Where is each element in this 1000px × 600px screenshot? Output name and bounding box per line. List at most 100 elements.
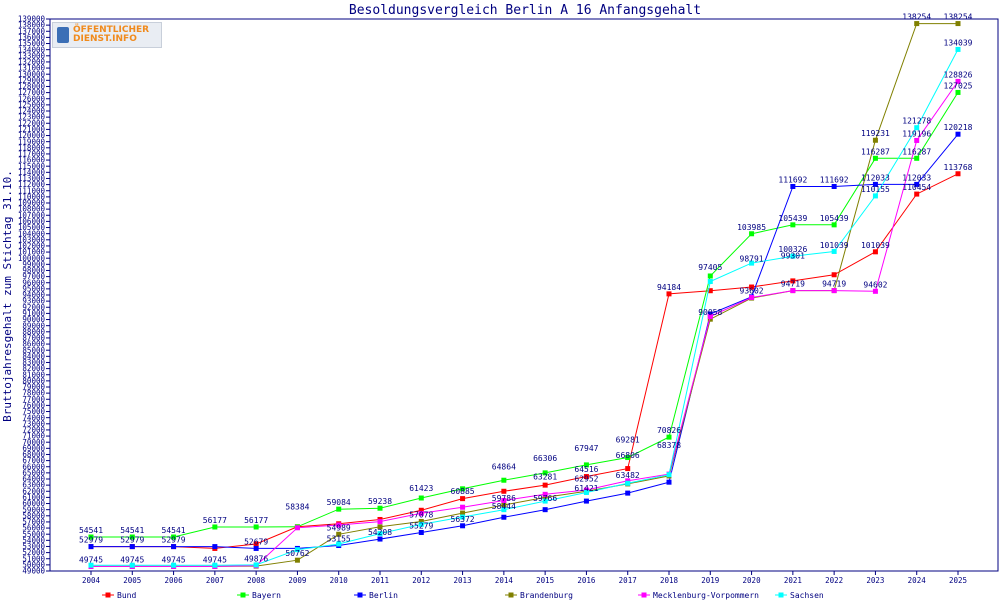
data-label: 127025 xyxy=(944,81,973,90)
data-point xyxy=(171,562,177,568)
data-label: 52979 xyxy=(79,536,103,545)
y-tick-label: 70000 xyxy=(22,438,45,447)
series-line xyxy=(91,173,959,549)
data-label: 105439 xyxy=(778,214,807,223)
x-tick-label: 2018 xyxy=(660,576,679,585)
data-label: 121278 xyxy=(902,117,931,126)
y-tick-label: 121000 xyxy=(18,125,46,134)
data-label: 61421 xyxy=(574,484,598,493)
y-axis-label: Bruttojahresgehalt zum Stichtag 31.10. xyxy=(1,170,14,422)
data-label: 93602 xyxy=(740,286,764,295)
data-point xyxy=(831,183,837,189)
data-label: 112033 xyxy=(902,173,931,182)
series-lines xyxy=(88,21,961,569)
y-tick-label: 125000 xyxy=(18,100,46,109)
data-label: 49745 xyxy=(203,555,227,564)
data-point xyxy=(790,183,796,189)
y-tick-label: 91000 xyxy=(22,309,45,318)
data-point xyxy=(377,505,383,511)
data-point xyxy=(707,288,713,294)
legend-swatch xyxy=(240,592,246,598)
data-point xyxy=(831,272,837,278)
y-tick-label: 106000 xyxy=(18,217,46,226)
data-label: 60885 xyxy=(451,487,475,496)
y-tick-label: 77000 xyxy=(22,395,45,404)
data-label: 59786 xyxy=(492,494,516,503)
data-point xyxy=(542,507,548,513)
data-point xyxy=(707,316,713,322)
y-tick-label: 94000 xyxy=(22,291,45,300)
data-point xyxy=(583,474,589,480)
legend-entry: Sachsen xyxy=(790,591,824,600)
data-point xyxy=(336,506,342,512)
logo-mark-icon xyxy=(57,27,69,43)
y-tick-label: 99000 xyxy=(22,260,45,269)
x-tick-label: 2007 xyxy=(206,576,224,585)
y-tick-label: 107000 xyxy=(18,211,46,220)
y-tick-label: 66000 xyxy=(22,462,45,471)
y-tick-label: 102000 xyxy=(18,242,46,251)
series-line xyxy=(91,133,959,549)
data-point xyxy=(212,524,218,530)
data-point xyxy=(914,181,920,187)
data-point xyxy=(914,125,920,131)
data-label: 138254 xyxy=(902,13,931,22)
data-point xyxy=(666,472,672,478)
series-line xyxy=(91,23,958,567)
data-label: 112033 xyxy=(861,173,890,182)
y-tick-label: 74000 xyxy=(22,413,45,422)
x-tick-label: 2021 xyxy=(784,576,802,585)
legend-entry: Bayern xyxy=(252,591,281,600)
x-tick-label: 2019 xyxy=(701,576,719,585)
data-point xyxy=(955,131,961,137)
data-label: 50762 xyxy=(285,549,309,558)
y-tick-label: 97000 xyxy=(22,272,45,281)
y-tick-label: 101000 xyxy=(18,248,46,257)
data-label: 101039 xyxy=(820,241,849,250)
data-point xyxy=(914,137,920,143)
data-point xyxy=(377,536,383,542)
y-tick-label: 52000 xyxy=(22,548,45,557)
data-label: 54208 xyxy=(368,528,392,537)
data-label: 66806 xyxy=(616,451,640,460)
data-label: 134039 xyxy=(944,38,973,47)
y-tick-label: 127000 xyxy=(18,88,46,97)
data-label: 105439 xyxy=(820,214,849,223)
data-point xyxy=(418,495,424,501)
data-point xyxy=(872,181,878,187)
data-point xyxy=(253,524,259,530)
data-label: 100326 xyxy=(778,245,807,254)
y-tick-label: 67000 xyxy=(22,456,45,465)
y-tick-label: 59000 xyxy=(22,505,45,514)
y-tick-label: 82000 xyxy=(22,364,45,373)
x-tick-label: 2024 xyxy=(908,576,927,585)
y-tick-label: 64000 xyxy=(22,475,45,484)
y-tick-label: 116000 xyxy=(18,156,46,165)
legend-swatch xyxy=(508,592,514,598)
data-point xyxy=(460,510,466,516)
data-point xyxy=(707,273,713,279)
data-point xyxy=(418,510,424,516)
data-point xyxy=(749,231,755,237)
legend-swatch xyxy=(641,592,647,598)
data-point xyxy=(501,514,507,520)
data-label: 52979 xyxy=(162,536,186,545)
y-tick-label: 134000 xyxy=(18,45,46,54)
y-axis-ticks: 4900050000510005200053000540005500056000… xyxy=(18,15,50,576)
data-point xyxy=(872,249,878,255)
y-tick-label: 100000 xyxy=(18,254,46,263)
legend-swatch xyxy=(778,592,784,598)
y-tick-label: 75000 xyxy=(22,407,45,416)
data-point xyxy=(212,562,218,568)
data-point xyxy=(831,288,837,294)
y-tick-label: 76000 xyxy=(22,401,45,410)
data-label: 63281 xyxy=(533,472,557,481)
legend-entry: Mecklenburg-Vorpommern xyxy=(653,591,759,600)
y-tick-label: 122000 xyxy=(18,119,46,128)
data-point xyxy=(707,279,713,285)
y-tick-label: 109000 xyxy=(18,199,46,208)
data-label: 64516 xyxy=(574,465,598,474)
data-point xyxy=(212,544,218,550)
data-point xyxy=(418,507,424,513)
data-point xyxy=(955,78,961,84)
